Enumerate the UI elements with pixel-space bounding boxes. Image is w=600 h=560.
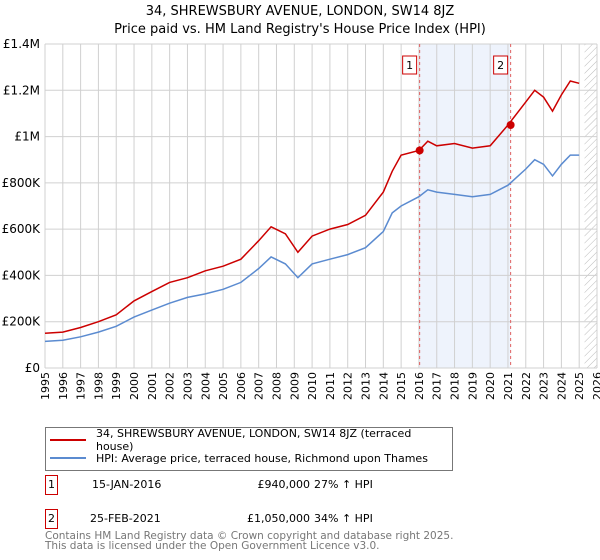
future-hatch — [584, 44, 597, 368]
footer-line-1: Contains HM Land Registry data © Crown c… — [45, 530, 454, 542]
legend-swatch-blue — [50, 457, 86, 459]
x-tick-label: 2012 — [342, 372, 355, 400]
x-tick-label: 2007 — [253, 372, 266, 400]
x-tick-label: 1999 — [110, 372, 123, 400]
sale-row-1: 1 15-JAN-2016 £940,000 27% ↑ HPI — [45, 475, 445, 495]
sale-price: £1,050,000 — [247, 512, 310, 525]
x-tick-label: 2023 — [538, 372, 551, 400]
x-tick-label: 2003 — [181, 372, 194, 400]
marker-label-box — [493, 55, 509, 75]
y-tick-label: £600K — [2, 222, 42, 236]
legend-label: HPI: Average price, terraced house, Rich… — [96, 451, 428, 465]
x-tick-label: 2017 — [431, 372, 444, 400]
marker-label-box — [402, 55, 418, 75]
x-tick-label: 2004 — [199, 372, 212, 400]
legend-item-property: 34, SHREWSBURY AVENUE, LONDON, SW14 8JZ … — [50, 427, 452, 453]
x-tick-label: 1997 — [75, 372, 88, 400]
sale-hpi: 27% ↑ HPI — [314, 478, 373, 491]
x-tick-label: 2005 — [217, 372, 230, 400]
sale-marker: 2 — [45, 509, 58, 529]
x-tick-label: 2008 — [270, 372, 283, 400]
x-tick-label: 2006 — [235, 372, 248, 400]
chart-subtitle: Price paid vs. HM Land Registry's House … — [114, 22, 486, 37]
x-tick-label: 2021 — [502, 372, 515, 400]
y-tick-label: £800K — [2, 176, 42, 190]
y-tick-label: £400K — [2, 268, 42, 282]
hpi-line — [44, 154, 580, 343]
x-tick-label: 2022 — [520, 372, 533, 400]
x-tick-label: 2009 — [288, 372, 301, 400]
y-tick-label: £1.4M — [3, 37, 40, 51]
sale-point — [415, 146, 424, 155]
x-tick-label: 2000 — [128, 372, 141, 400]
legend-swatch-red — [50, 439, 86, 441]
x-tick-label: 2014 — [377, 372, 390, 400]
sale-date: 25-FEB-2021 — [90, 512, 161, 525]
x-tick-label: 2015 — [395, 372, 408, 400]
marker-label: 1 — [406, 59, 413, 72]
shaded-period — [419, 44, 511, 368]
x-tick-label: 2020 — [484, 372, 497, 400]
y-tick-label: £1.2M — [3, 83, 40, 97]
footer: Contains HM Land Registry data © Crown c… — [45, 530, 454, 552]
x-tick-label: 2010 — [306, 372, 319, 400]
sale-row-2: 2 25-FEB-2021 £1,050,000 34% ↑ HPI — [45, 509, 445, 529]
sale-marker: 1 — [45, 475, 58, 495]
x-tick-label: 2011 — [324, 372, 337, 400]
footer-line-2: This data is licensed under the Open Gov… — [45, 540, 380, 552]
legend-item-hpi: HPI: Average price, terraced house, Rich… — [50, 450, 428, 466]
legend: 34, SHREWSBURY AVENUE, LONDON, SW14 8JZ … — [45, 427, 453, 471]
chart-title: 34, SHREWSBURY AVENUE, LONDON, SW14 8JZ — [145, 4, 455, 19]
y-tick-label: £200K — [2, 315, 42, 329]
x-tick-label: 2016 — [413, 372, 426, 400]
x-tick-label: 2024 — [555, 372, 568, 400]
x-tick-label: 2013 — [360, 372, 373, 400]
x-tick-label: 2018 — [449, 372, 462, 400]
x-tick-label: 2002 — [164, 372, 177, 400]
x-tick-label: 2026 — [591, 372, 600, 400]
sale-price: £940,000 — [257, 478, 311, 491]
x-tick-label: 1996 — [57, 372, 70, 400]
marker-label: 2 — [497, 59, 504, 72]
x-tick-label: 1995 — [39, 372, 52, 400]
sale-hpi: 34% ↑ HPI — [314, 512, 373, 525]
y-tick-label: £1M — [14, 130, 40, 144]
sale-point — [506, 121, 515, 129]
x-tick-label: 2019 — [466, 372, 479, 400]
x-tick-label: 1998 — [92, 372, 105, 400]
legend-label: 34, SHREWSBURY AVENUE, LONDON, SW14 8JZ … — [95, 427, 412, 453]
property-price-line — [44, 80, 580, 335]
x-tick-label: 2001 — [146, 372, 159, 400]
x-tick-label: 2025 — [573, 372, 586, 400]
y-tick-label: £0 — [25, 361, 40, 375]
sale-date: 15-JAN-2016 — [92, 478, 162, 491]
price-chart: 1995 1996 1997 1998 1999 2000 2001 2002 2003 2004… — [2, 37, 600, 400]
